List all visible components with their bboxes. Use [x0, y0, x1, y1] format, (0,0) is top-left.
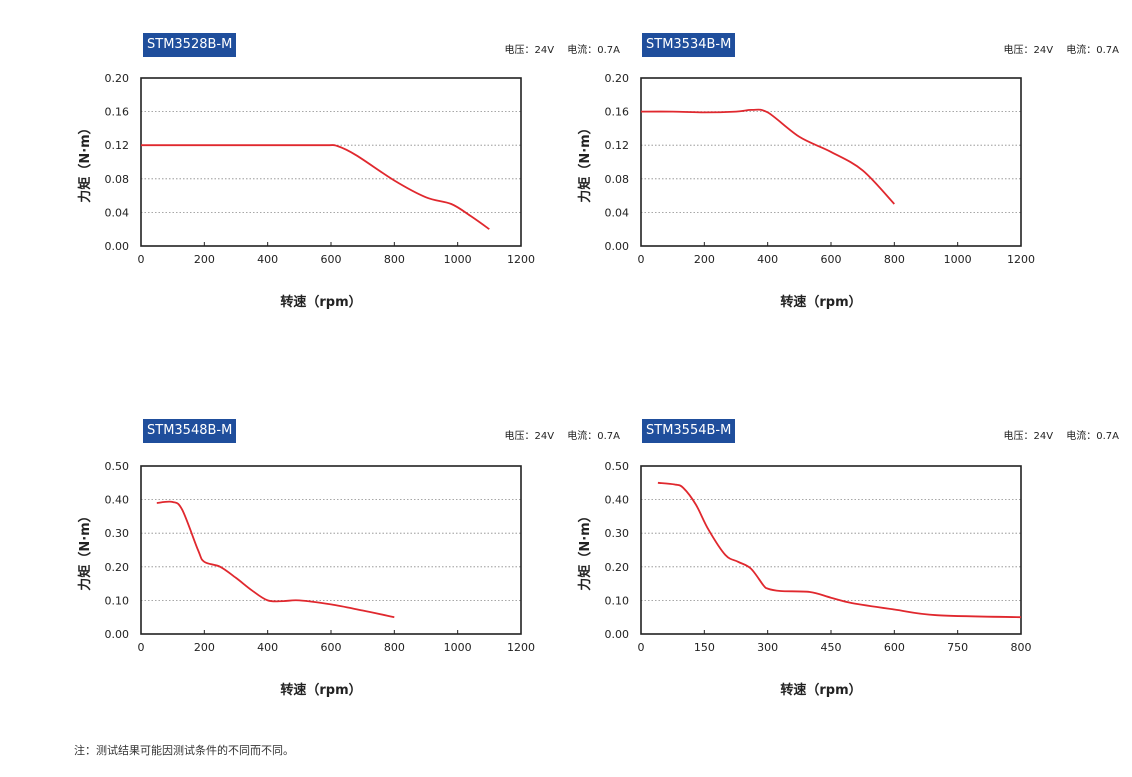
x-tick-label: 0: [638, 641, 645, 654]
x-tick-label: 1200: [1007, 253, 1035, 266]
y-tick-label: 0.10: [105, 594, 130, 607]
y-tick-label: 0.16: [105, 106, 130, 119]
y-tick-label: 0.04: [105, 206, 130, 219]
x-tick-label: 200: [194, 253, 215, 266]
y-tick-label: 0.20: [105, 561, 130, 574]
chart-panel-1: STM3528B-M 电压：24V 电流：0.7A: [140, 33, 620, 313]
model-badge: STM3548B-M: [143, 419, 237, 443]
x-tick-label: 600: [321, 253, 342, 266]
plot-frame: [640, 77, 1022, 247]
plot-frame: [640, 465, 1022, 635]
y-tick-label: 0.04: [605, 206, 630, 219]
x-tick-label: 800: [1011, 641, 1032, 654]
x-tick-label: 600: [884, 641, 905, 654]
x-tick-label: 600: [821, 253, 842, 266]
current-label: 电流：0.7A: [567, 45, 620, 56]
x-tick-label: 800: [884, 253, 905, 266]
x-tick-label: 600: [321, 641, 342, 654]
plot-frame: [140, 77, 522, 247]
y-tick-label: 0.20: [605, 561, 630, 574]
x-tick-label: 450: [821, 641, 842, 654]
x-tick-label: 0: [138, 253, 145, 266]
spec-line: 电压：24V 电流：0.7A: [494, 41, 620, 56]
x-tick-label: 800: [384, 253, 405, 266]
y-tick-label: 0.50: [605, 460, 630, 473]
torque-curve: [640, 108, 895, 205]
x-tick-label: 800: [384, 641, 405, 654]
spec-line: 电压：24V 电流：0.7A: [494, 427, 620, 442]
voltage-label: 电压：24V: [1003, 45, 1054, 56]
torque-curve: [141, 144, 490, 230]
y-tick-label: 0.40: [105, 494, 130, 507]
chart-panel-3: STM3548B-M 电压：24V 电流：0.7A: [140, 419, 620, 699]
x-axis-title: 转速（rpm）: [780, 294, 861, 310]
y-tick-label: 0.16: [605, 106, 630, 119]
current-label: 电流：0.7A: [1066, 45, 1119, 56]
voltage-label: 电压：24V: [1003, 431, 1054, 442]
x-tick-label: 0: [638, 253, 645, 266]
chart-panel-2: STM3534B-M 电压：24V 电流：0.7A: [639, 33, 1119, 313]
y-tick-label: 0.00: [605, 240, 630, 253]
torque-curve: [657, 481, 1022, 619]
y-tick-label: 0.40: [605, 494, 630, 507]
y-tick-label: 0.12: [105, 139, 130, 152]
x-tick-label: 1000: [444, 641, 472, 654]
x-tick-label: 300: [757, 641, 778, 654]
x-axis-title: 转速（rpm）: [280, 682, 361, 698]
voltage-label: 电压：24V: [504, 45, 555, 56]
voltage-label: 电压：24V: [504, 431, 555, 442]
footnote: 注：测试结果可能因测试条件的不同而不同。: [74, 744, 294, 757]
y-axis-title: 力矩（N·m）: [577, 121, 593, 202]
x-axis-title: 转速（rpm）: [780, 682, 861, 698]
x-tick-label: 1000: [944, 253, 972, 266]
x-tick-label: 750: [947, 641, 968, 654]
current-label: 电流：0.7A: [1066, 431, 1119, 442]
y-tick-label: 0.12: [605, 139, 630, 152]
x-tick-label: 400: [757, 253, 778, 266]
y-tick-label: 0.00: [105, 240, 130, 253]
y-tick-label: 0.00: [105, 628, 130, 641]
y-axis-title: 力矩（N·m）: [77, 121, 93, 202]
y-tick-label: 0.10: [605, 594, 630, 607]
x-axis-title: 转速（rpm）: [280, 294, 361, 310]
x-tick-label: 400: [257, 641, 278, 654]
y-axis-title: 力矩（N·m）: [577, 509, 593, 590]
x-tick-label: 0: [138, 641, 145, 654]
x-tick-label: 1000: [444, 253, 472, 266]
y-axis-title: 力矩（N·m）: [77, 509, 93, 590]
chart-panel-4: STM3554B-M 电压：24V 电流：0.7A: [639, 419, 1119, 699]
y-tick-label: 0.30: [105, 527, 130, 540]
model-badge: STM3554B-M: [642, 419, 736, 443]
y-tick-label: 0.20: [605, 72, 630, 85]
torque-curve: [156, 500, 395, 619]
spec-line: 电压：24V 电流：0.7A: [993, 41, 1119, 56]
x-tick-label: 400: [257, 253, 278, 266]
x-tick-label: 1200: [507, 253, 535, 266]
y-tick-label: 0.20: [105, 72, 130, 85]
y-tick-label: 0.00: [605, 628, 630, 641]
x-tick-label: 1200: [507, 641, 535, 654]
spec-line: 电压：24V 电流：0.7A: [993, 427, 1119, 442]
x-tick-label: 200: [194, 641, 215, 654]
x-tick-label: 150: [694, 641, 715, 654]
model-badge: STM3534B-M: [642, 33, 736, 57]
y-tick-label: 0.50: [105, 460, 130, 473]
y-tick-label: 0.08: [605, 173, 630, 186]
plot-frame: [140, 465, 522, 635]
y-tick-label: 0.30: [605, 527, 630, 540]
y-tick-label: 0.08: [105, 173, 130, 186]
current-label: 电流：0.7A: [567, 431, 620, 442]
model-badge: STM3528B-M: [143, 33, 237, 57]
x-tick-label: 200: [694, 253, 715, 266]
